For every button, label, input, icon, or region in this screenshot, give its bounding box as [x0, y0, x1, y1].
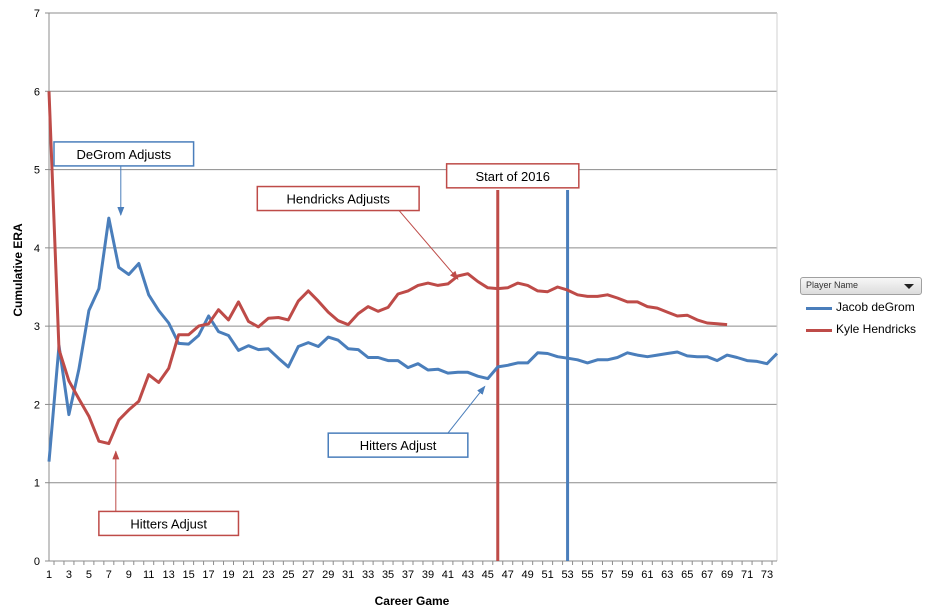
annotation-box-4: [98, 510, 240, 537]
x-tick-label-61: 61: [641, 569, 653, 581]
series-line-jacob-degrom: [47, 216, 779, 462]
axes: [45, 12, 778, 565]
annotation-label-3: Hitters Adjust: [360, 438, 437, 453]
x-tick-label-11: 11: [143, 569, 154, 581]
x-tick-label-23: 23: [262, 569, 274, 581]
legend-label-hendricks: Kyle Hendricks: [836, 322, 917, 336]
x-tick-label-19: 19: [222, 569, 234, 581]
legend-item-degrom: Jacob deGrom: [800, 295, 924, 321]
x-tick-label-59: 59: [621, 569, 633, 581]
x-tick-label-71: 71: [741, 569, 753, 581]
x-tick-label-57: 57: [601, 569, 613, 581]
annotations: DeGrom Adjusts Start of 2016 Hendricks Adj…: [53, 141, 580, 537]
x-tick-label-73: 73: [761, 569, 773, 581]
x-tick-label-25: 25: [282, 569, 294, 581]
y-tick-label-3: 3: [34, 321, 40, 333]
x-tick-label-43: 43: [462, 569, 474, 581]
x-tick-label-69: 69: [721, 569, 733, 581]
legend-field-label: Player Name: [806, 280, 859, 290]
annotation-label-0: DeGrom Adjusts: [76, 147, 171, 162]
x-tick-label-67: 67: [701, 569, 713, 581]
y-tick-label-2: 2: [34, 399, 40, 411]
x-tick-label-33: 33: [362, 569, 374, 581]
x-tick-label-51: 51: [542, 569, 554, 581]
x-tick-label-13: 13: [163, 569, 175, 581]
x-tick-label-9: 9: [126, 569, 132, 581]
y-tick-label-4: 4: [34, 243, 40, 255]
x-tick-label-17: 17: [202, 569, 214, 581]
x-tick-label-27: 27: [302, 569, 314, 581]
x-tick-label-35: 35: [382, 569, 394, 581]
legend: Player Name Jacob deGrom Kyle Hendricks: [800, 277, 924, 347]
annotation-box-2: [256, 185, 420, 212]
x-tick-label-39: 39: [422, 569, 434, 581]
x-tick-label-21: 21: [242, 569, 254, 581]
x-tick-label-3: 3: [66, 569, 72, 581]
x-tick-label-1: 1: [46, 569, 52, 581]
x-tick-label-63: 63: [661, 569, 673, 581]
y-tick-label-5: 5: [34, 165, 40, 177]
x-tick-label-47: 47: [502, 569, 514, 581]
annotation-box-1: [445, 163, 580, 189]
series-line-kyle-hendricks: [47, 91, 728, 446]
y-tick-label-0: 0: [34, 556, 40, 568]
legend-filter-button[interactable]: Player Name: [800, 277, 922, 295]
x-tick-label-55: 55: [581, 569, 593, 581]
y-axis-title: Cumulative ERA: [11, 223, 25, 317]
x-tick-label-53: 53: [561, 569, 573, 581]
x-axis-title: Career Game: [375, 594, 450, 608]
x-tick-label-41: 41: [442, 569, 454, 581]
x-tick-label-7: 7: [106, 569, 112, 581]
annotation-arrow-3: [447, 385, 486, 434]
vertical-markers: [496, 190, 570, 561]
annotation-arrow-2: [398, 210, 459, 280]
x-tick-label-31: 31: [342, 569, 354, 581]
legend-item-hendricks: Kyle Hendricks: [800, 317, 924, 343]
x-tick-label-5: 5: [86, 569, 92, 581]
legend-label-degrom: Jacob deGrom: [836, 300, 915, 314]
y-tick-label-1: 1: [34, 478, 40, 490]
annotation-label-4: Hitters Adjust: [130, 516, 207, 531]
annotation-label-1: Start of 2016: [475, 169, 549, 184]
y-tick-label-6: 6: [34, 86, 40, 98]
x-tick-label-45: 45: [482, 569, 494, 581]
x-tick-label-49: 49: [522, 569, 534, 581]
x-tick-label-15: 15: [182, 569, 194, 581]
legend-swatch-hendricks: [806, 329, 832, 332]
annotation-box-0: [53, 141, 195, 167]
x-tick-label-37: 37: [402, 569, 414, 581]
legend-swatch-degrom: [806, 307, 832, 310]
gridlines: [49, 12, 777, 484]
series-lines: [47, 91, 779, 462]
y-tick-label-7: 7: [34, 8, 40, 20]
x-tick-label-65: 65: [681, 569, 693, 581]
annotation-box-3: [327, 432, 469, 458]
x-tick-label-29: 29: [322, 569, 334, 581]
dropdown-arrow-icon: [904, 284, 914, 289]
annotation-label-2: Hendricks Adjusts: [287, 192, 391, 207]
